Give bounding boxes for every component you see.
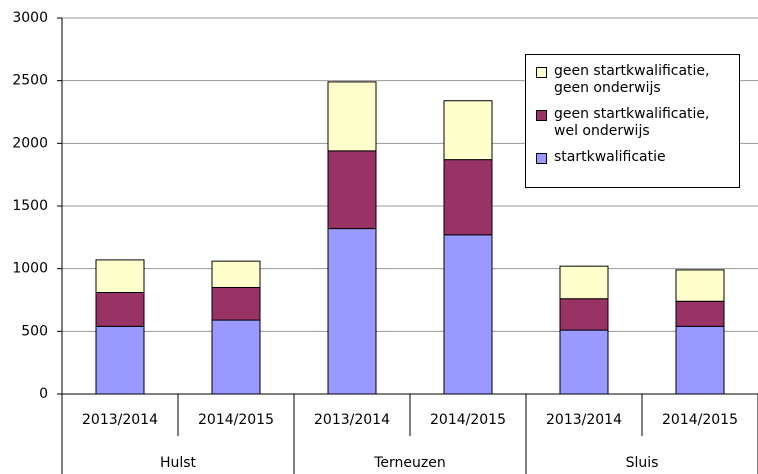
legend-label: startkwalificatie (554, 149, 666, 165)
legend-swatch (536, 153, 547, 164)
y-tick-label: 2500 (12, 73, 48, 89)
group-label: Sluis (626, 455, 659, 471)
legend-swatch (536, 67, 547, 78)
x-tick-label: 2013/2014 (546, 412, 622, 428)
bar-segment (559, 329, 609, 395)
bar-segment (559, 265, 609, 300)
bar-segment (443, 234, 493, 395)
x-tick-label: 2014/2015 (198, 412, 274, 428)
bar-segment (95, 291, 145, 327)
legend: geen startkwalificatie, geen onderwijs ge… (525, 54, 740, 188)
legend-swatch (536, 110, 547, 121)
bar-segment (327, 228, 377, 395)
y-tick-label: 1500 (12, 198, 48, 214)
x-tick-label: 2013/2014 (82, 412, 158, 428)
y-tick-label: 1000 (12, 261, 48, 277)
legend-entry: geen startkwalificatie, geen onderwijs (536, 63, 733, 97)
bar-segment (95, 325, 145, 395)
bar-segment (443, 100, 493, 161)
bar-segment (327, 150, 377, 230)
legend-entry: startkwalificatie (536, 149, 733, 166)
legend-label: geen startkwalificatie, geen onderwijs (554, 63, 710, 96)
legend-label: geen startkwalificatie, wel onderwijs (554, 106, 710, 139)
bar-segment (211, 319, 261, 395)
bar-segment (95, 259, 145, 293)
y-tick-label: 2000 (12, 135, 48, 151)
bar-segment (675, 300, 725, 327)
bar-segment (559, 298, 609, 331)
legend-entry: geen startkwalificatie, wel onderwijs (536, 106, 733, 140)
y-tick-label: 500 (21, 323, 48, 339)
bar-segment (675, 325, 725, 395)
bar-segment (675, 269, 725, 302)
x-tick-label: 2014/2015 (662, 412, 738, 428)
y-tick-label: 0 (39, 386, 48, 402)
y-tick-label: 3000 (12, 10, 48, 26)
group-label: Hulst (160, 455, 197, 471)
x-tick-label: 2013/2014 (314, 412, 390, 428)
bar-segment (443, 159, 493, 236)
x-tick-label: 2014/2015 (430, 412, 506, 428)
group-label: Terneuzen (373, 455, 446, 471)
bar-segment (327, 81, 377, 152)
bar-segment (211, 286, 261, 321)
bar-segment (211, 260, 261, 288)
